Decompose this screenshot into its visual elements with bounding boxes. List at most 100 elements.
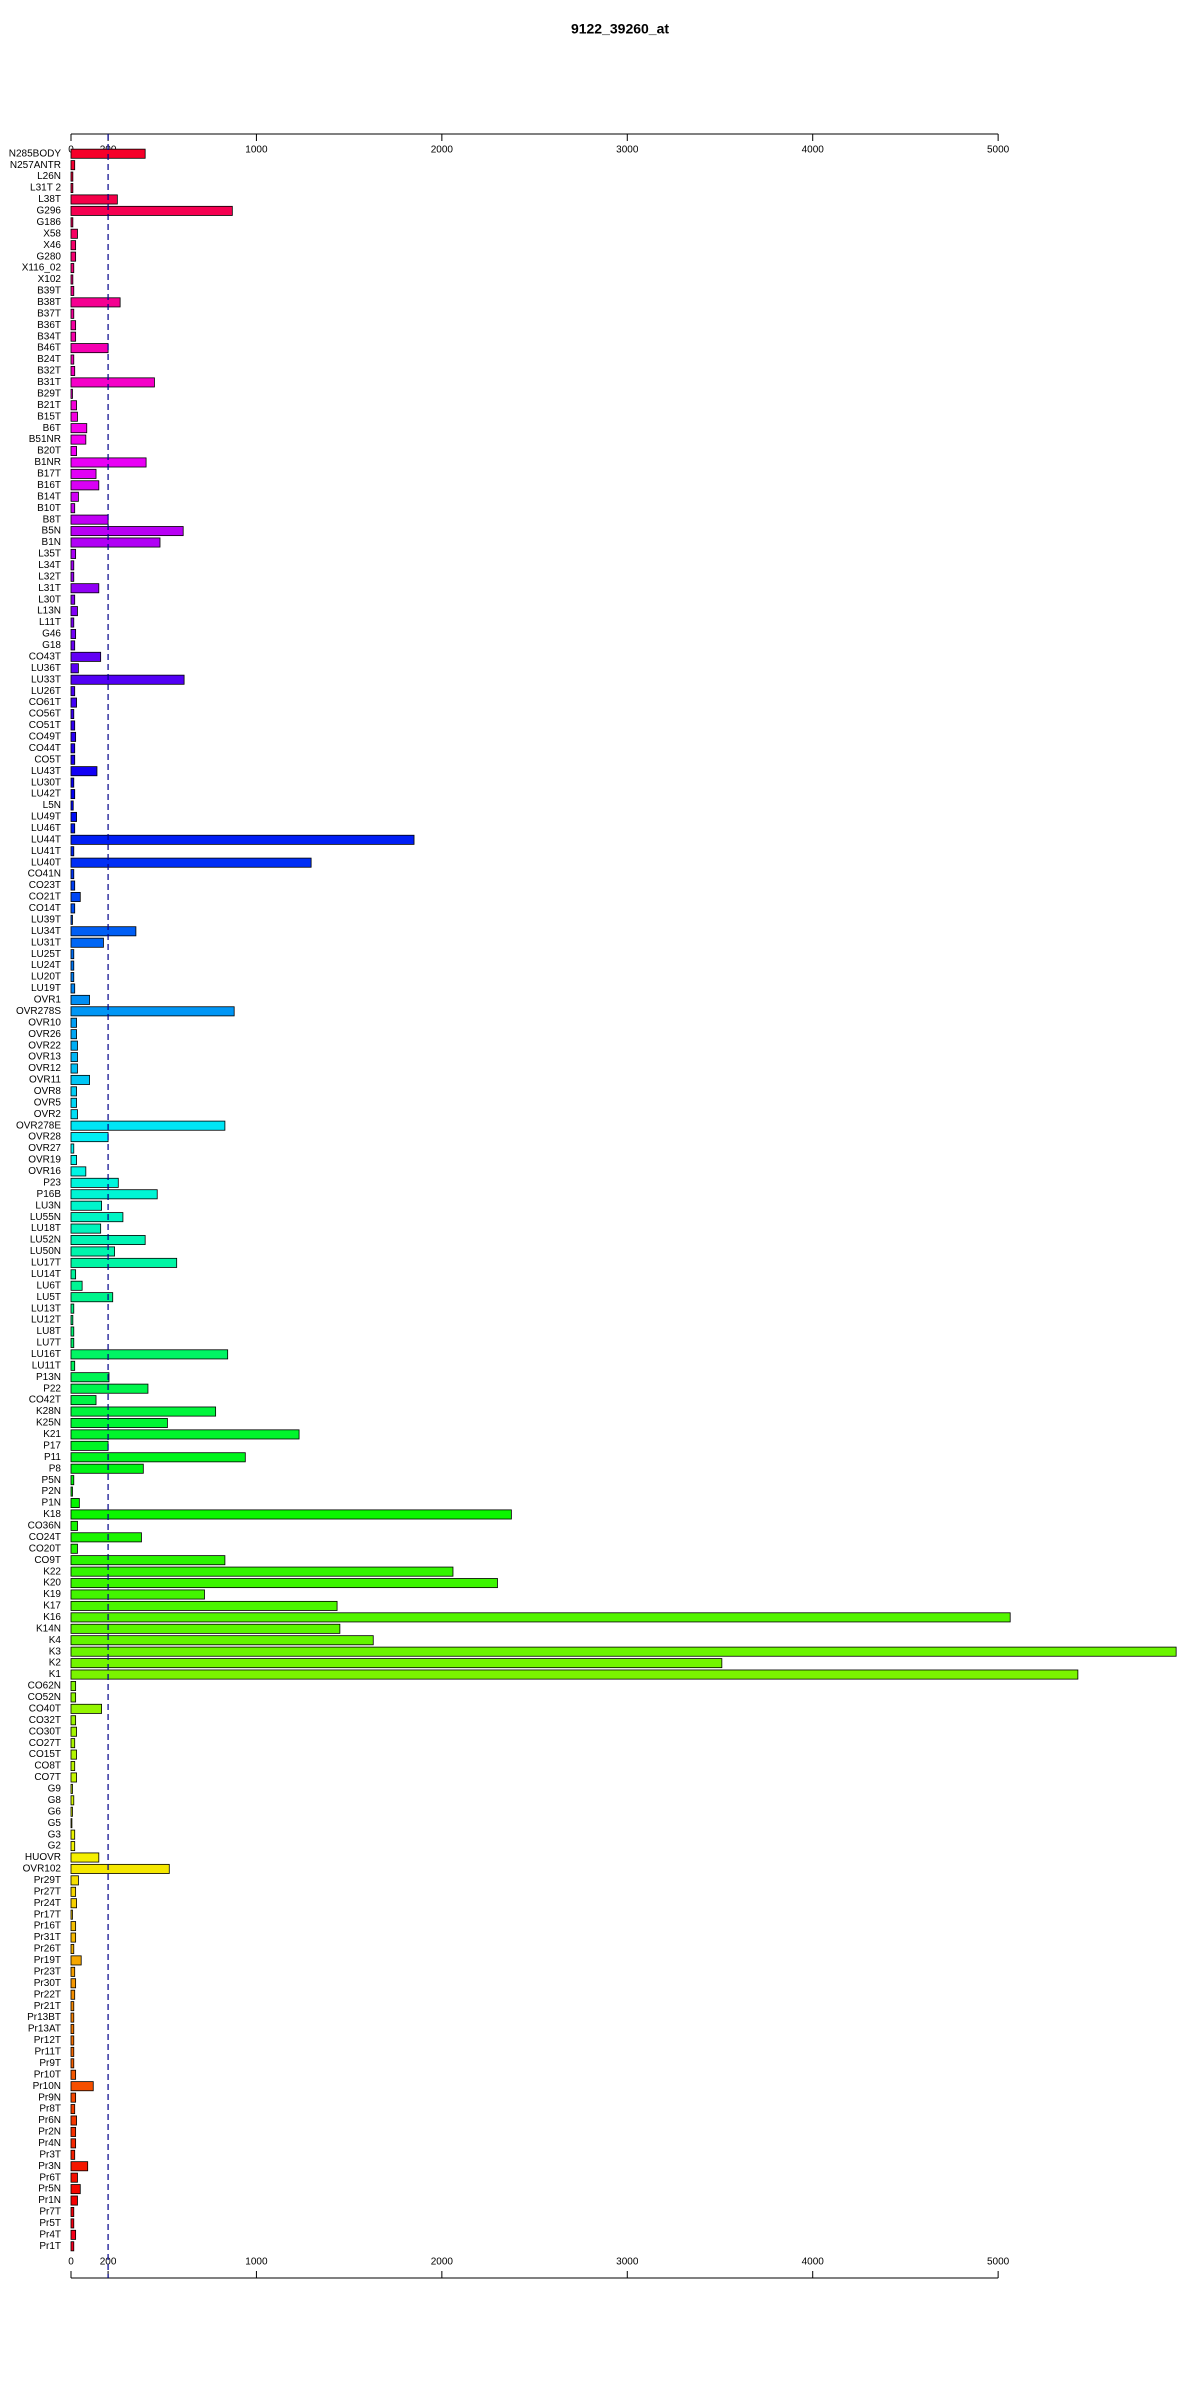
y-tick-label: N285BODY xyxy=(9,148,62,159)
bar xyxy=(70,994,90,1005)
y-tick-label: Pr8T xyxy=(39,2104,61,2115)
y-tick-label: K1 xyxy=(49,1669,62,1680)
y-tick-label: G280 xyxy=(37,251,62,262)
y-tick-label: B36T xyxy=(37,320,61,331)
y-tick-label: LU33T xyxy=(31,674,61,685)
bar xyxy=(70,1532,142,1543)
bar xyxy=(70,731,77,742)
y-tick-label: B21T xyxy=(37,400,61,411)
bar xyxy=(70,1372,110,1383)
y-tick-label: LU31T xyxy=(31,937,61,948)
y-tick-label: CO49T xyxy=(29,732,61,743)
y-tick-label: LU49T xyxy=(31,812,61,823)
bar xyxy=(70,1097,77,1108)
bar xyxy=(70,937,104,948)
y-tick-label: OVR28 xyxy=(28,1132,61,1143)
bar xyxy=(70,1200,102,1211)
y-tick-label: OVR19 xyxy=(28,1155,61,1166)
y-tick-label: P22 xyxy=(43,1383,61,1394)
bar xyxy=(70,1703,102,1714)
bar xyxy=(70,1452,246,1463)
y-tick-label: K28N xyxy=(36,1406,61,1417)
x-tick-label: 200 xyxy=(100,2257,117,2268)
bar xyxy=(70,2184,81,2195)
y-tick-label: X116_02 xyxy=(22,263,62,274)
y-tick-label: CO43T xyxy=(29,651,61,662)
y-tick-label: L30T xyxy=(38,594,61,605)
y-tick-label: LU34T xyxy=(31,926,61,937)
bar xyxy=(70,709,75,719)
y-tick-label: Pr5N xyxy=(38,2184,61,2195)
bar xyxy=(70,1978,77,1989)
bar xyxy=(70,892,81,902)
y-tick-label: P1N xyxy=(42,1498,61,1509)
y-tick-label: Pr9N xyxy=(38,2092,61,2103)
bar xyxy=(70,1738,76,1749)
y-tick-label: N257ANTR xyxy=(10,160,61,171)
bar xyxy=(70,1600,338,1611)
y-tick-label: B24T xyxy=(37,354,61,365)
bar xyxy=(70,1646,1177,1657)
y-tick-label: OVR278S xyxy=(16,1006,61,1017)
y-tick-label: Pr1T xyxy=(39,2241,61,2252)
bar xyxy=(70,2172,78,2183)
y-tick-label: B14T xyxy=(37,491,61,502)
bar xyxy=(70,594,76,605)
y-tick-label: OVR26 xyxy=(28,1029,61,1040)
bar xyxy=(70,1726,77,1737)
bar xyxy=(70,583,100,594)
bar xyxy=(70,1383,149,1394)
bar xyxy=(70,1360,76,1371)
y-tick-label: B8T xyxy=(43,514,61,525)
bar xyxy=(70,1189,158,1200)
bar xyxy=(70,1921,77,1932)
y-tick-label: G6 xyxy=(48,1806,62,1817)
bar xyxy=(70,1715,77,1726)
y-tick-label: OVR16 xyxy=(28,1166,61,1177)
bar xyxy=(70,2126,77,2137)
bar xyxy=(70,1155,77,1165)
y-tick-label: K19 xyxy=(43,1589,61,1600)
y-tick-label: Pr13AT xyxy=(28,2024,61,2035)
x-tick-label: 1000 xyxy=(245,2257,268,2268)
y-tick-label: Pr9T xyxy=(39,2058,61,2069)
bar xyxy=(70,1052,78,1063)
y-tick-label: LU26T xyxy=(31,686,61,697)
bar xyxy=(70,617,75,628)
y-tick-label: Pr4T xyxy=(39,2229,61,2240)
bar xyxy=(70,2092,77,2103)
y-tick-label: L31T xyxy=(38,583,61,594)
y-tick-label: OVR5 xyxy=(34,1097,62,1108)
bar xyxy=(70,1349,229,1360)
bar xyxy=(70,251,77,262)
y-tick-label: CO27T xyxy=(29,1738,61,1749)
x-tick-label: 0 xyxy=(68,2257,74,2268)
bar xyxy=(70,926,137,937)
bar xyxy=(70,1292,114,1303)
y-tick-label: LU14T xyxy=(31,1269,61,1280)
bar xyxy=(70,366,76,376)
y-tick-label: L26N xyxy=(37,171,61,182)
bar xyxy=(70,1463,144,1474)
y-tick-label: Pr29T xyxy=(34,1875,61,1886)
bar xyxy=(70,651,102,662)
y-tick-label: LU50N xyxy=(30,1246,61,1257)
bar xyxy=(70,2024,75,2034)
x-tick-label: 2000 xyxy=(431,2257,454,2268)
y-tick-label: Pr19T xyxy=(34,1955,61,1966)
bar xyxy=(70,2046,75,2057)
y-tick-label: OVR1 xyxy=(34,995,62,1006)
bar xyxy=(70,1429,300,1440)
y-tick-label: B51NR xyxy=(29,434,61,445)
bar xyxy=(70,880,76,891)
y-tick-label: G9 xyxy=(48,1784,62,1795)
bar xyxy=(70,1166,87,1177)
y-tick-label: OVR10 xyxy=(28,1017,61,1028)
y-tick-label: B32T xyxy=(37,366,61,377)
y-tick-label: LU16T xyxy=(31,1349,61,1360)
bar xyxy=(70,640,76,651)
bar xyxy=(70,308,75,319)
bar xyxy=(70,2001,75,2012)
bar xyxy=(70,1109,78,1120)
